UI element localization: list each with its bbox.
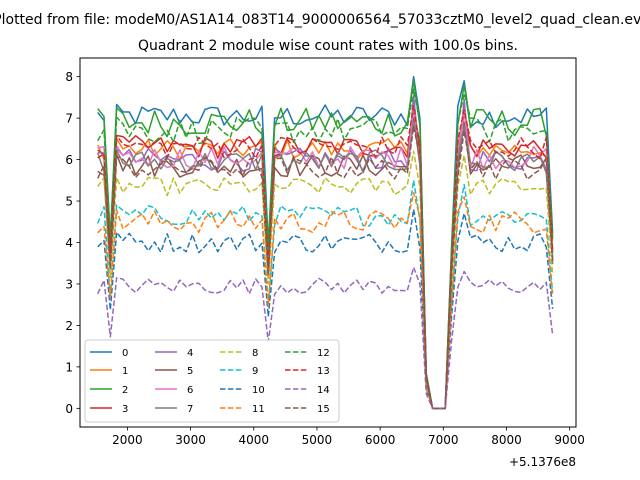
- x-tick-label: 8000: [491, 433, 522, 447]
- legend-label-14: 14: [317, 385, 330, 396]
- legend-label-1: 1: [122, 366, 128, 377]
- x-tick-label: 4000: [238, 433, 269, 447]
- series-line-15: [97, 125, 554, 410]
- x-tick-label: 6000: [365, 433, 396, 447]
- legend-label-10: 10: [252, 385, 265, 396]
- x-tick-label: 2000: [112, 433, 143, 447]
- figure-suptitle: Plotted from file: modeM0/AS1A14_083T14_…: [0, 12, 640, 28]
- legend-label-3: 3: [122, 404, 128, 415]
- legend-label-0: 0: [122, 348, 128, 359]
- x-tick-label: 5000: [302, 433, 333, 447]
- legend-label-4: 4: [187, 348, 193, 359]
- y-tick-label: 5: [65, 195, 73, 209]
- x-tick-label: 9000: [554, 433, 585, 447]
- series-line-7: [96, 121, 554, 410]
- x-tick-label: 3000: [175, 433, 206, 447]
- legend-label-8: 8: [252, 348, 258, 359]
- plot-lines: [96, 75, 554, 410]
- series-line-8: [97, 150, 554, 410]
- y-tick-label: 0: [65, 402, 73, 416]
- x-offset-label: +5.1376e8: [509, 455, 576, 469]
- legend-label-11: 11: [252, 404, 265, 415]
- x-axis: 2000 3000 4000 5000 6000 7000 8000 9000: [112, 427, 585, 447]
- y-axis: 0 1 2 3 4 5 6 7 8: [65, 70, 80, 416]
- legend-label-15: 15: [317, 404, 330, 415]
- series-line-10: [97, 208, 554, 410]
- legend-box: [84, 339, 340, 423]
- series-line-13: [97, 104, 554, 410]
- legend-label-5: 5: [187, 366, 193, 377]
- series-line-2: [97, 80, 554, 410]
- series-line-11: [97, 192, 554, 410]
- series-line-0: [97, 75, 554, 410]
- legend-label-6: 6: [187, 385, 193, 396]
- y-tick-label: 4: [65, 236, 73, 250]
- legend-label-13: 13: [317, 366, 330, 377]
- series-line-12: [97, 88, 554, 410]
- y-tick-label: 7: [65, 112, 73, 126]
- legend-label-12: 12: [317, 348, 330, 359]
- y-tick-label: 3: [65, 277, 73, 291]
- series-line-1: [97, 104, 554, 410]
- series-line-9: [96, 179, 554, 410]
- chart-title: Quadrant 2 module wise count rates with …: [138, 38, 518, 54]
- x-tick-label: 7000: [428, 433, 459, 447]
- legend-label-2: 2: [122, 385, 128, 396]
- legend-label-9: 9: [252, 366, 258, 377]
- y-tick-label: 1: [65, 360, 73, 374]
- y-tick-label: 8: [65, 70, 73, 84]
- y-tick-label: 2: [65, 319, 73, 333]
- y-tick-label: 6: [65, 153, 73, 167]
- legend-label-7: 7: [187, 404, 193, 415]
